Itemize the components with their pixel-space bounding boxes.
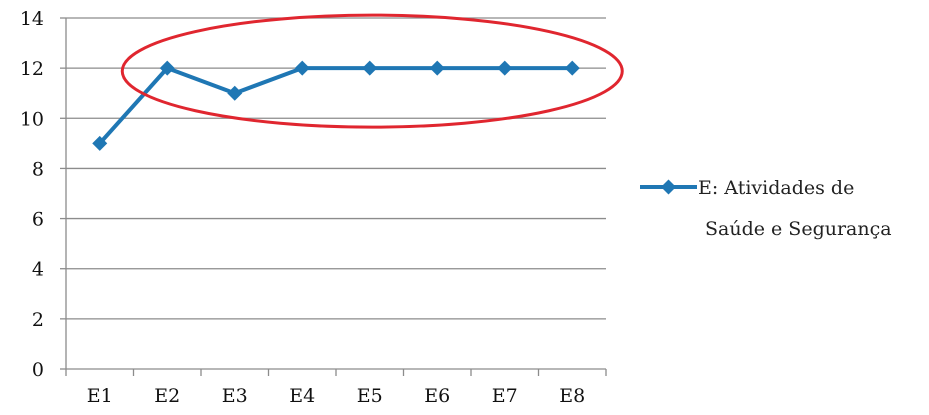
- data-point-marker: [564, 60, 580, 76]
- data-point-marker: [429, 60, 445, 76]
- y-tick-label: 0: [32, 359, 44, 381]
- y-tick-label: 4: [32, 259, 44, 281]
- x-tick-labels: E1 E2 E3 E4 E5 E6 E7 E8: [87, 385, 585, 407]
- series-line: [98, 66, 573, 145]
- y-tick-label: 10: [20, 108, 44, 130]
- x-tick-label: E4: [289, 385, 315, 407]
- data-point-marker: [497, 60, 513, 76]
- y-tick-label: 14: [20, 8, 44, 30]
- x-tick-label: E1: [87, 385, 113, 407]
- legend-label-line-2: Saúde e Segurança: [705, 218, 892, 240]
- x-tick-label: E2: [154, 385, 180, 407]
- legend-label-line-1: E: Atividades de: [698, 177, 854, 199]
- legend: E: Atividades de Saúde e Segurança: [640, 177, 892, 240]
- y-tick-labels: 0 2 4 6 8 10 12 14: [20, 8, 44, 381]
- x-tick-label: E3: [222, 385, 248, 407]
- y-tick-label: 6: [32, 209, 44, 231]
- data-point-marker: [362, 60, 378, 76]
- highlight-ellipse: [120, 13, 624, 129]
- axes: [60, 17, 607, 376]
- data-point-marker: [92, 135, 108, 151]
- x-tick-label: E6: [424, 385, 450, 407]
- legend-diamond-marker: [661, 179, 676, 195]
- y-tick-label: 2: [32, 309, 44, 331]
- x-tick-label: E5: [357, 385, 383, 407]
- data-point-marker: [294, 60, 310, 76]
- gridlines: [66, 17, 606, 320]
- x-tick-label: E8: [559, 385, 585, 407]
- y-tick-label: 12: [20, 58, 44, 80]
- data-point-marker: [159, 60, 175, 76]
- x-tick-label: E7: [492, 385, 518, 407]
- y-tick-label: 8: [32, 158, 44, 180]
- series-layer: [92, 60, 580, 151]
- annotation-layer: [120, 13, 624, 129]
- data-point-marker: [227, 85, 243, 101]
